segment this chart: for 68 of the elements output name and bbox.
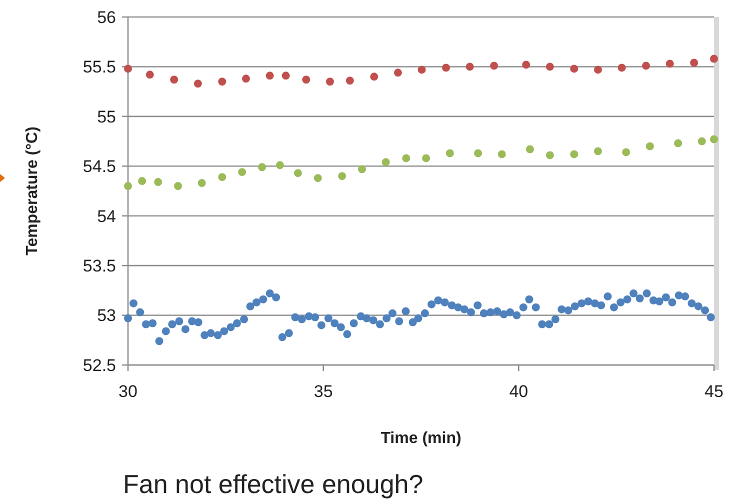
point bbox=[710, 135, 718, 144]
point bbox=[466, 62, 474, 71]
point bbox=[314, 174, 322, 182]
point bbox=[666, 60, 674, 68]
point bbox=[370, 72, 378, 81]
x-axis-title: Time (min) bbox=[380, 430, 462, 447]
point bbox=[674, 139, 682, 148]
x-tick-label: 35 bbox=[314, 382, 333, 401]
point bbox=[446, 149, 454, 158]
y-tick-label: 54.5 bbox=[82, 157, 116, 176]
point bbox=[546, 151, 554, 160]
y-tick-label: 56 bbox=[97, 8, 116, 27]
y-tick-label: 55 bbox=[97, 107, 116, 126]
point bbox=[422, 154, 430, 162]
point bbox=[546, 62, 554, 71]
point bbox=[242, 74, 250, 83]
y-tick-label: 54 bbox=[97, 206, 116, 226]
point bbox=[642, 62, 650, 70]
point bbox=[238, 168, 246, 176]
point bbox=[170, 76, 178, 84]
x-tick-label: 30 bbox=[118, 382, 138, 401]
point bbox=[570, 64, 578, 73]
point bbox=[618, 64, 626, 72]
point bbox=[218, 173, 226, 182]
point bbox=[326, 78, 334, 86]
y-tick-label: 53 bbox=[97, 306, 116, 326]
point bbox=[498, 150, 506, 158]
text: Fan not effective enough? bbox=[123, 469, 424, 499]
point bbox=[526, 145, 534, 154]
point bbox=[442, 64, 450, 72]
y-tick-label: 52.5 bbox=[82, 356, 116, 375]
y-axis-title: Temperature (°C) bbox=[24, 126, 41, 256]
y-tick-label: 53.5 bbox=[82, 256, 116, 276]
point bbox=[490, 62, 498, 70]
point bbox=[276, 161, 284, 170]
point bbox=[294, 169, 302, 178]
point bbox=[174, 182, 182, 190]
point bbox=[522, 60, 530, 69]
point bbox=[418, 66, 426, 74]
y-tick-label: 55.5 bbox=[82, 58, 116, 77]
point bbox=[622, 148, 630, 156]
point bbox=[594, 66, 602, 74]
point bbox=[124, 182, 132, 190]
point bbox=[710, 54, 718, 63]
point bbox=[302, 76, 310, 84]
point bbox=[146, 70, 154, 79]
point bbox=[382, 158, 390, 166]
point bbox=[698, 137, 706, 146]
point bbox=[594, 147, 602, 156]
point bbox=[394, 68, 402, 77]
point bbox=[282, 72, 290, 80]
point bbox=[198, 179, 206, 188]
point bbox=[194, 80, 202, 88]
point bbox=[258, 163, 266, 172]
x-tick-label: 40 bbox=[509, 382, 528, 401]
point bbox=[358, 165, 366, 174]
point bbox=[402, 154, 410, 162]
point bbox=[474, 149, 482, 158]
point bbox=[266, 72, 274, 80]
point bbox=[138, 177, 146, 186]
point bbox=[154, 178, 162, 186]
point bbox=[218, 78, 226, 86]
point bbox=[346, 76, 354, 85]
point bbox=[690, 58, 698, 67]
point bbox=[646, 142, 654, 150]
point bbox=[570, 150, 578, 158]
x-tick-label: 45 bbox=[704, 382, 724, 401]
point bbox=[338, 172, 346, 180]
